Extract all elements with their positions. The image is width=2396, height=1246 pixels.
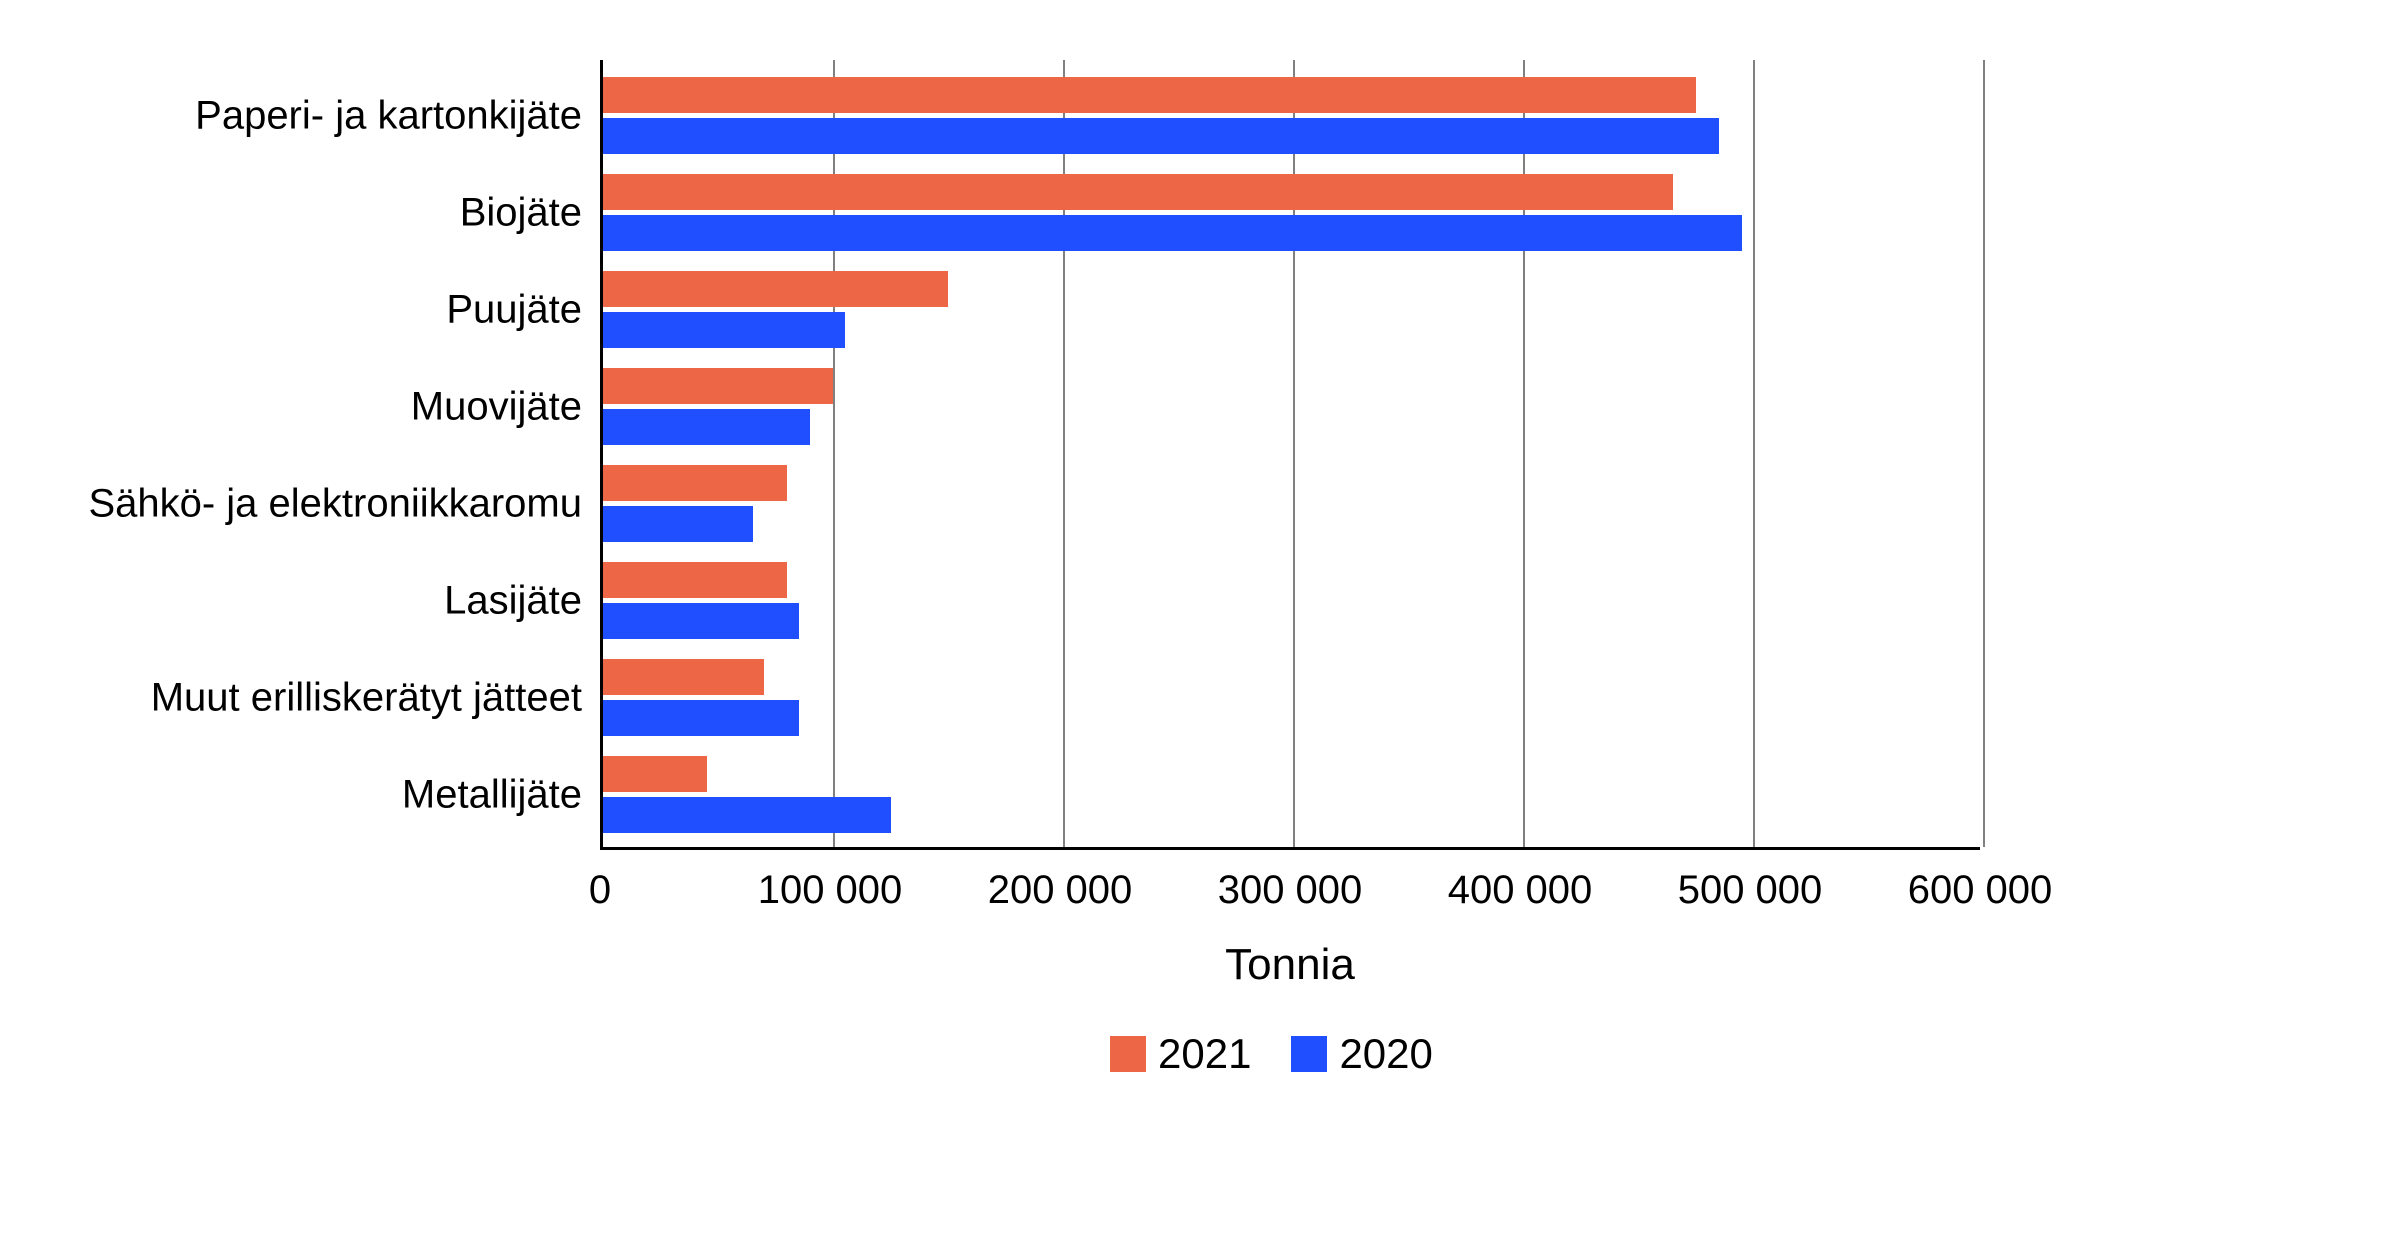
gridline [1753,60,1755,847]
bar [603,797,891,833]
legend-swatch [1291,1036,1327,1072]
category-label: Muut erilliskerätyt jätteet [151,675,582,720]
bar [603,118,1719,154]
bar [603,756,707,792]
x-tick-label: 300 000 [1218,868,1363,913]
plot-area [600,60,1980,850]
legend-swatch [1110,1036,1146,1072]
category-label: Puujäte [446,287,582,332]
legend: 2021 2020 [1110,1030,1433,1078]
category-label: Biojäte [460,190,582,235]
bar [603,465,787,501]
x-tick-label: 200 000 [988,868,1133,913]
x-tick-label: 100 000 [758,868,903,913]
category-label: Lasijäte [444,578,582,623]
legend-label: 2021 [1158,1030,1251,1078]
bar [603,700,799,736]
bar [603,271,948,307]
gridline [1983,60,1985,847]
bar [603,409,810,445]
x-tick-label: 400 000 [1448,868,1593,913]
x-tick-label: 500 000 [1678,868,1823,913]
legend-item: 2020 [1291,1030,1432,1078]
legend-item: 2021 [1110,1030,1251,1078]
x-axis-title: Tonnia [1225,940,1355,990]
x-tick-label: 600 000 [1908,868,2053,913]
bar [603,215,1742,251]
bar [603,312,845,348]
bar [603,174,1673,210]
bar [603,77,1696,113]
bar [603,659,764,695]
legend-label: 2020 [1339,1030,1432,1078]
bar [603,603,799,639]
chart-container: Paperi- ja kartonkijäte Biojäte Puujäte Muo… [40,40,2356,1206]
x-tick-label: 0 [589,868,611,913]
bar [603,368,833,404]
bar [603,506,753,542]
bar [603,562,787,598]
category-label: Sähkö- ja elektroniikkaromu [88,481,582,526]
category-label: Muovijäte [411,384,582,429]
category-label: Paperi- ja kartonkijäte [195,93,582,138]
category-label: Metallijäte [402,772,582,817]
